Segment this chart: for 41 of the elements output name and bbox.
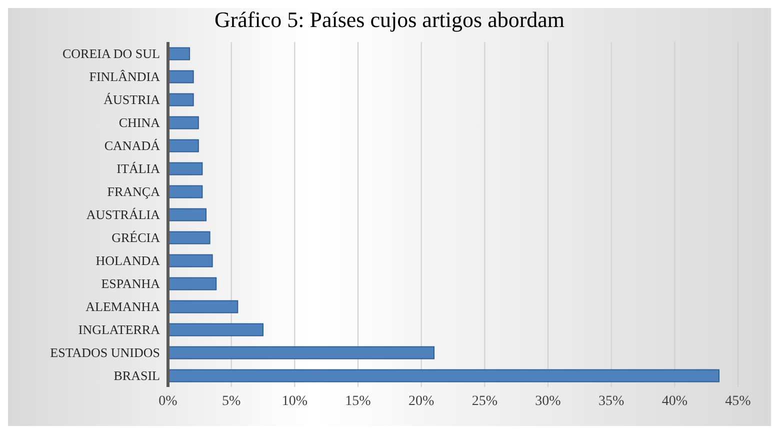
bar xyxy=(168,70,194,84)
x-tick-label: 45% xyxy=(725,394,752,409)
bar xyxy=(168,323,264,336)
y-tick-label: INGLATERRA xyxy=(78,322,161,338)
x-tick-label: 20% xyxy=(408,394,434,409)
y-tick-label: GRÉCIA xyxy=(112,230,161,246)
y-tick-label: BRASIL xyxy=(114,368,160,384)
bar xyxy=(168,346,434,360)
x-tick-label: 15% xyxy=(345,394,372,409)
bar xyxy=(168,300,238,314)
y-tick-label: CHINA xyxy=(118,115,161,130)
x-tick-label: 40% xyxy=(662,394,688,409)
chart-title: Gráfico 5: Países cujos artigos abordam xyxy=(213,7,566,32)
bar xyxy=(168,116,199,130)
y-tick-label: ITÁLIA xyxy=(116,161,161,176)
y-tick-label: ESPANHA xyxy=(101,276,161,292)
x-tick-label: 10% xyxy=(282,394,308,409)
bar xyxy=(168,93,194,106)
y-tick-label: HOLANDA xyxy=(96,253,161,268)
bar xyxy=(168,208,206,222)
y-tick-label: CANADÁ xyxy=(104,138,161,154)
bar xyxy=(168,162,203,176)
y-tick-label: FRANÇA xyxy=(107,184,161,200)
bar xyxy=(168,185,203,198)
y-tick-label: ÁUSTRIA xyxy=(104,92,161,108)
bar xyxy=(168,277,217,290)
bar xyxy=(168,139,199,152)
x-tick-label: 0% xyxy=(158,394,178,409)
y-tick-label: COREIA DO SUL xyxy=(62,46,160,62)
x-tick-label: 25% xyxy=(472,394,498,409)
y-tick-label: ALEMANHA xyxy=(86,299,161,314)
bar xyxy=(168,47,190,60)
y-tick-label: AUSTRÁLIA xyxy=(86,207,161,222)
bar xyxy=(168,369,720,382)
y-tick-label: ESTADOS UNIDOS xyxy=(50,345,160,360)
bar xyxy=(168,231,210,244)
x-tick-label: 5% xyxy=(222,394,241,409)
bar xyxy=(168,254,213,268)
x-tick-label: 30% xyxy=(535,394,562,409)
x-tick-label: 35% xyxy=(598,394,624,409)
y-tick-label: FINLÂNDIA xyxy=(89,69,161,84)
